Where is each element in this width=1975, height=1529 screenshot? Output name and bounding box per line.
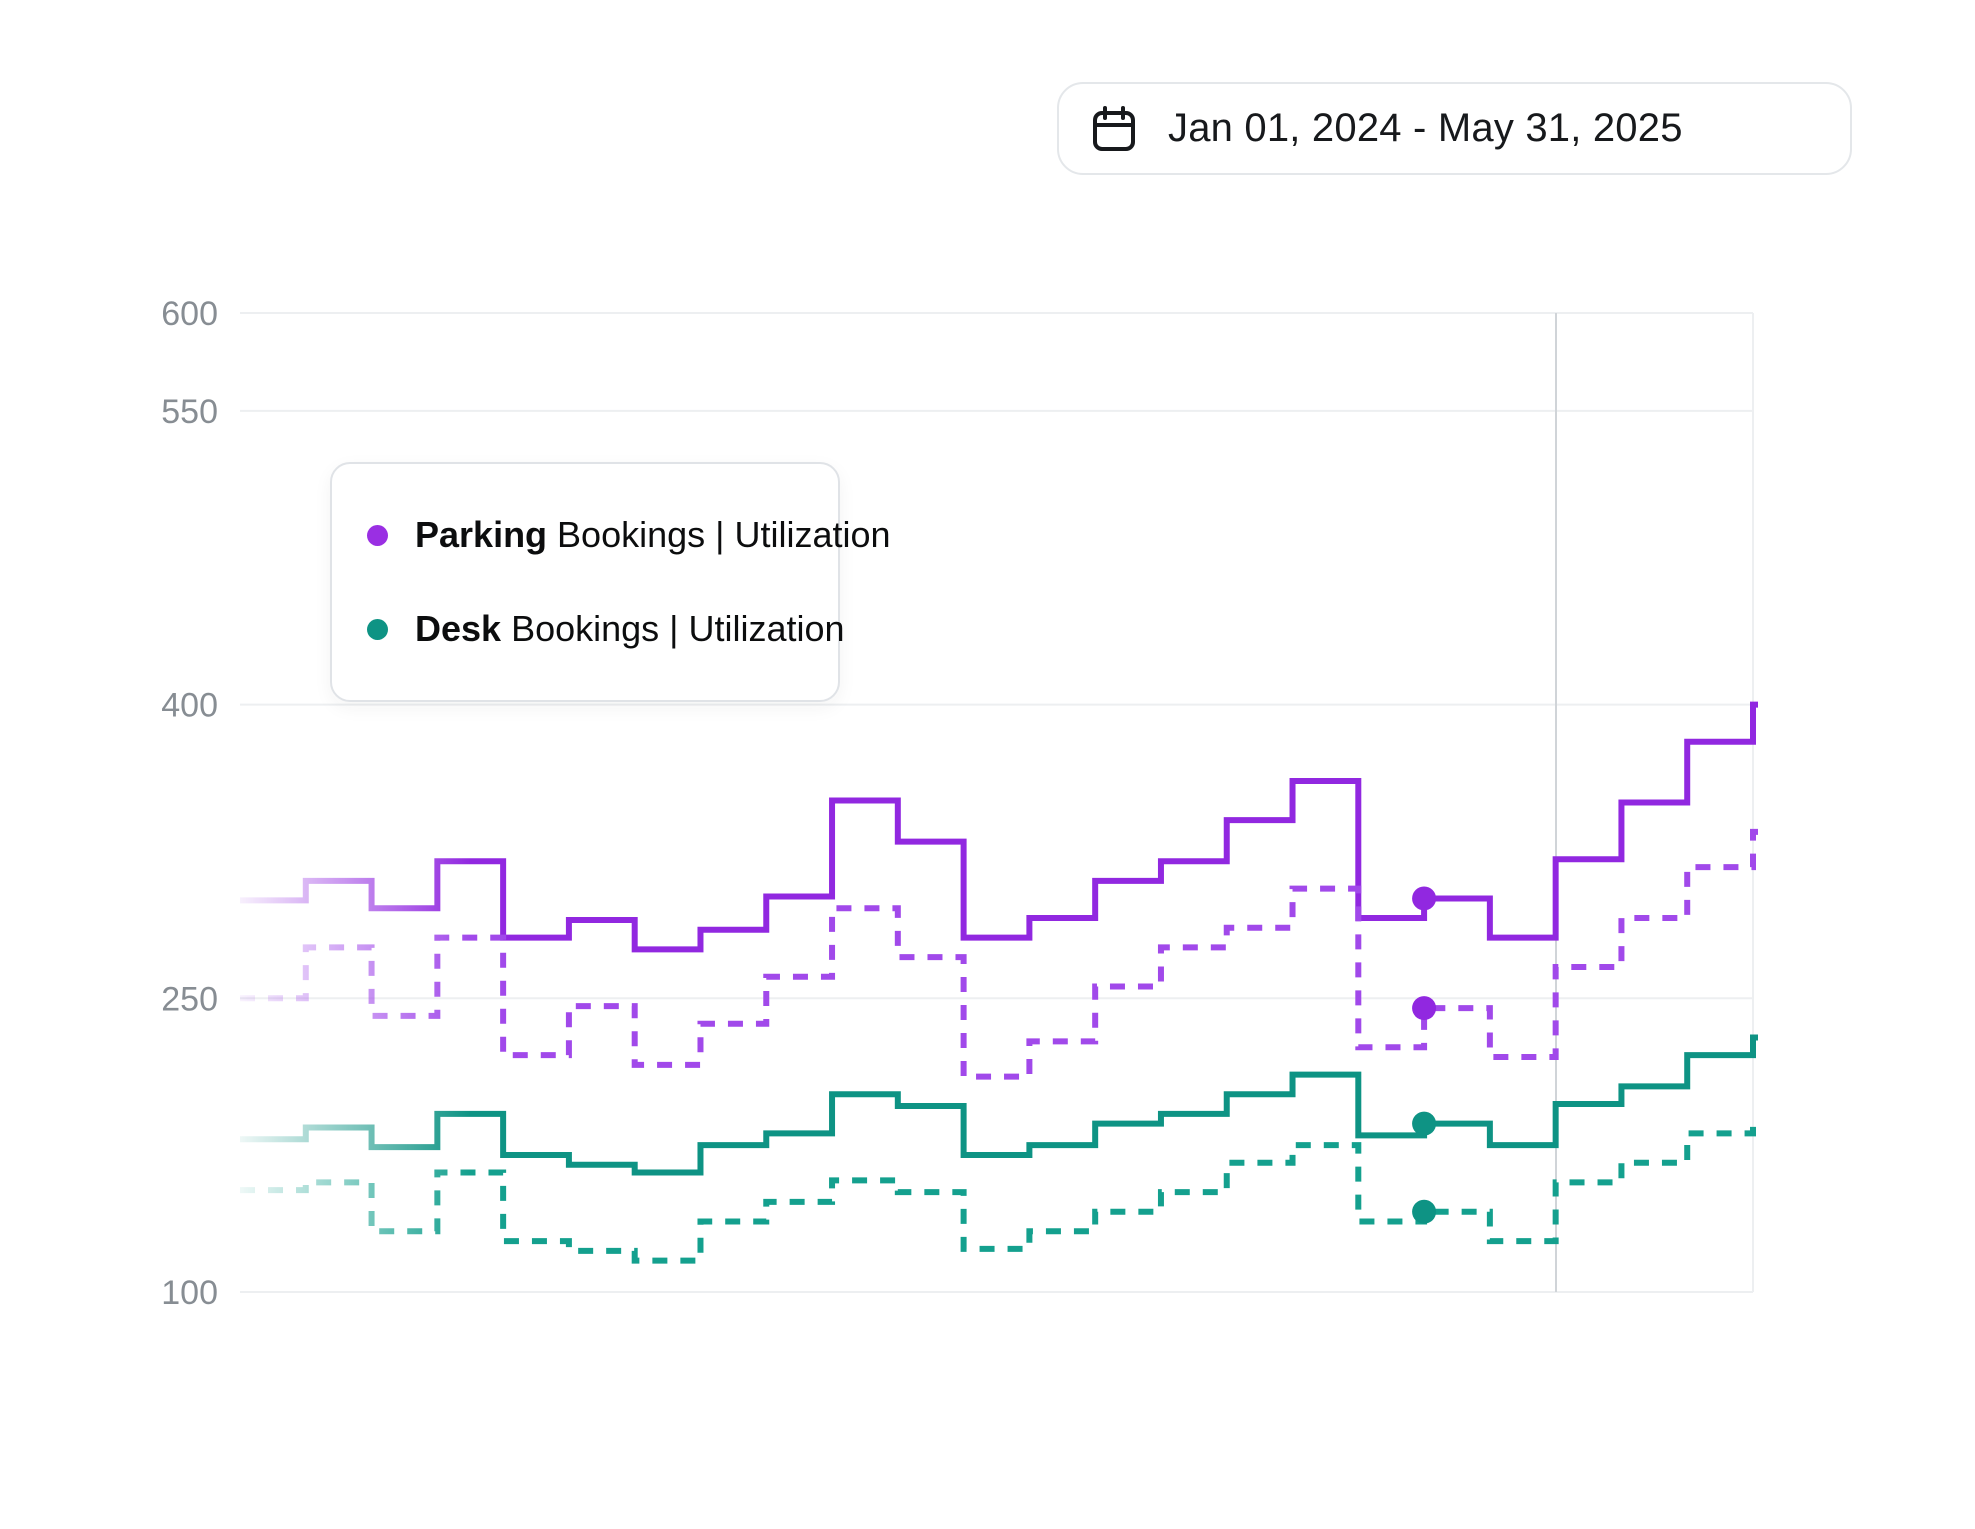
calendar-icon (1093, 105, 1135, 151)
date-range-picker[interactable]: Jan 01, 2024 - May 31, 2025 (1057, 82, 1852, 175)
y-axis-tick-label-550: 550 (161, 393, 218, 431)
legend-item-rest: Bookings | Utilization (547, 514, 891, 555)
legend-item-label: Parking Bookings | Utilization (415, 514, 891, 556)
chart-legend: Parking Bookings | Utilization Desk Book… (330, 462, 891, 702)
legend-item-rest: Bookings | Utilization (501, 608, 845, 649)
data-point-marker-parking-dashed (1412, 996, 1437, 1021)
legend-item-parking: Parking Bookings | Utilization (367, 514, 891, 556)
series-line-parking-dashed (240, 828, 1758, 1080)
y-axis-tick-label-400: 400 (161, 687, 218, 725)
legend-item-label: Desk Bookings | Utilization (415, 608, 845, 650)
y-axis-tick-label-100: 100 (161, 1274, 218, 1312)
y-axis-tick-label-600: 600 (161, 295, 218, 333)
date-range-label: Jan 01, 2024 - May 31, 2025 (1168, 106, 1683, 150)
legend-item-bold: Parking (415, 514, 548, 555)
legend-item-desk: Desk Bookings | Utilization (367, 608, 845, 650)
desk-series-dot-icon (367, 618, 388, 640)
data-point-marker-parking-solid (1412, 886, 1437, 911)
parking-series-dot-icon (367, 524, 388, 546)
data-point-marker-desk-dashed (1412, 1199, 1437, 1224)
legend-item-bold: Desk (415, 608, 502, 649)
series-line-desk-solid (240, 1034, 1758, 1176)
series-line-desk-dashed (240, 1122, 1758, 1264)
y-axis-tick-label-250: 250 (161, 980, 218, 1018)
series-lines-group (240, 701, 1758, 1264)
data-point-marker-desk-solid (1412, 1111, 1437, 1136)
series-line-parking-solid (240, 701, 1758, 953)
